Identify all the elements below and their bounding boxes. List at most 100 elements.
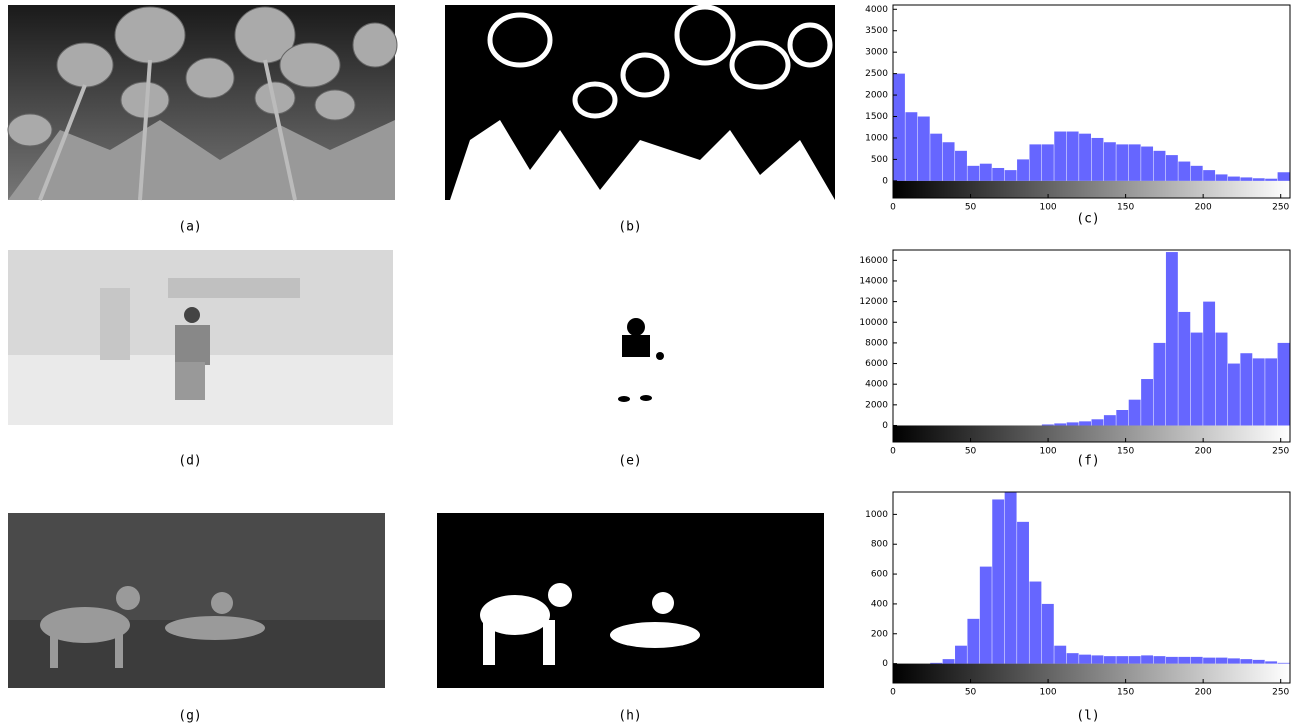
bar [1191,657,1203,664]
x-tick-label: 200 [1195,447,1212,457]
bar [1054,646,1066,664]
y-tick-label: 2000 [865,91,888,101]
bar [893,74,905,181]
bar [1005,170,1017,181]
bar [1092,138,1104,181]
y-tick-label: 1000 [865,510,888,520]
page: (a) (b) (c) (d) (e) (f) (g) (h) (l) 0500… [0,0,1299,727]
caption: (l) [1076,709,1099,724]
bar [1029,144,1041,180]
bar [1166,155,1178,181]
bar [1005,492,1017,664]
x-tick-label: 250 [1272,688,1289,698]
bar [1240,177,1252,180]
x-tick-label: 200 [1195,688,1212,698]
bar [1141,379,1153,425]
y-tick-label: 800 [871,540,888,550]
y-tick-label: 1500 [865,112,888,122]
bar [1079,655,1091,664]
x-tick-label: 100 [1039,203,1056,213]
x-tick-label: 0 [890,447,896,457]
caption: (a) [178,220,201,235]
bar [1116,656,1128,663]
caption: (f) [1076,454,1099,469]
bar [1178,312,1190,426]
bar [1178,162,1190,181]
bar [1092,419,1104,425]
bar [1228,364,1240,426]
bar [1166,252,1178,425]
bar [1154,343,1166,426]
y-tick-label: 600 [871,570,888,580]
bar [1191,333,1203,426]
bar [1203,302,1215,426]
bar [1203,170,1215,181]
bar [955,646,967,664]
bar [1017,159,1029,180]
bar [1191,166,1203,181]
y-tick-label: 6000 [865,359,888,369]
x-tick-label: 150 [1117,688,1134,698]
bar [1240,353,1252,425]
bar [943,142,955,181]
x-tick-label: 0 [890,688,896,698]
x-tick-label: 150 [1117,447,1134,457]
bar [1129,144,1141,180]
bar [1203,658,1215,664]
bar [1042,604,1054,664]
bar [1141,655,1153,663]
bar [1166,657,1178,664]
bar [967,166,979,181]
bar [1116,410,1128,425]
y-tick-label: 2000 [865,400,888,410]
bar [1228,177,1240,181]
caption: (h) [618,709,641,724]
bar [1104,656,1116,663]
y-tick-label: 0 [882,176,888,186]
bar [1042,424,1054,425]
x-tick-label: 50 [965,688,977,698]
bar [1240,659,1252,663]
bar [905,112,917,181]
y-tick-label: 1000 [865,133,888,143]
bar [943,659,955,663]
bar [992,168,1004,181]
y-tick-label: 3000 [865,48,888,58]
bar [1104,415,1116,425]
bar [1029,582,1041,664]
bar [1265,358,1277,425]
bar [1141,147,1153,181]
x-tick-label: 50 [965,203,977,213]
bar [1216,658,1228,664]
bar [1253,660,1265,664]
image-tulips [8,5,397,200]
bar [1253,358,1265,425]
caption: (c) [1076,212,1099,227]
bar [1129,656,1141,663]
y-tick-label: 400 [871,599,888,609]
bar [1154,151,1166,181]
y-tick-label: 200 [871,629,888,639]
bar [930,663,942,664]
bar [1116,144,1128,180]
bar [1129,400,1141,426]
x-tick-label: 0 [890,203,896,213]
bar [967,619,979,664]
bar [1067,422,1079,425]
bar [1042,144,1054,180]
bar [980,567,992,664]
x-tick-label: 50 [965,447,977,457]
image-tulips-binary [445,5,835,200]
caption: (g) [178,709,201,724]
bar [1265,179,1277,181]
bar [1079,134,1091,181]
bar [1216,174,1228,180]
bar [1067,653,1079,663]
bar [980,164,992,181]
bar [992,499,1004,663]
caption: (b) [618,220,641,235]
bar [1278,172,1290,181]
y-tick-label: 14000 [859,276,888,286]
y-tick-label: 0 [882,421,888,431]
bar [1278,343,1290,426]
